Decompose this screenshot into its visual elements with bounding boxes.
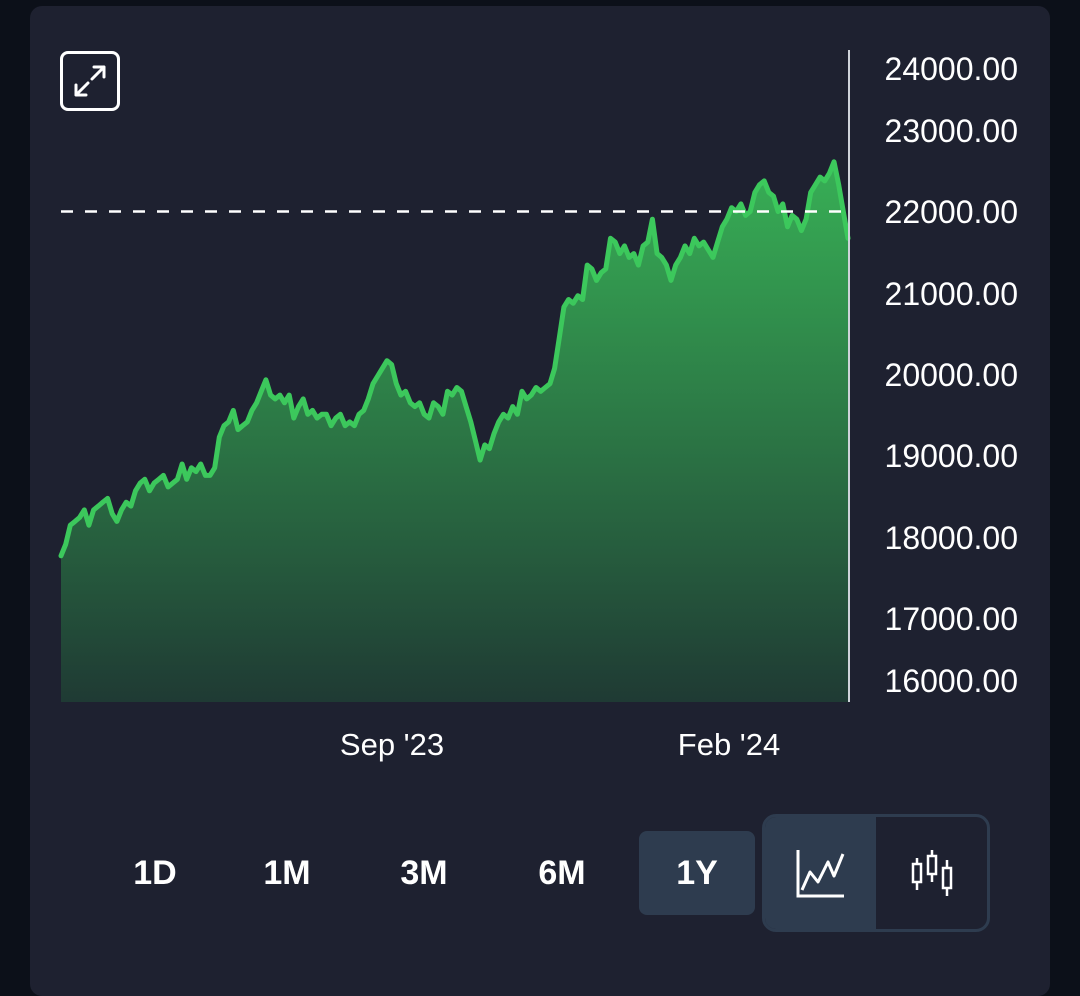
x-tick-label: Sep '23 [340, 727, 444, 762]
price-area [61, 161, 848, 703]
y-tick-label: 16000.00 [885, 663, 1018, 699]
candlestick-button[interactable] [876, 817, 987, 929]
y-tick-label: 22000.00 [885, 194, 1018, 230]
y-tick-label: 18000.00 [885, 520, 1018, 556]
y-tick-label: 23000.00 [885, 113, 1018, 149]
range-button-1y[interactable]: 1Y [639, 831, 755, 915]
expand-button[interactable] [60, 51, 120, 111]
range-button-3m[interactable]: 3M [400, 853, 448, 892]
range-button-1m[interactable]: 1M [263, 853, 311, 892]
y-axis-labels: 24000.00 23000.00 22000.00 21000.00 20000.00… [885, 51, 1018, 699]
price-line [58, 159, 851, 559]
range-button-1d[interactable]: 1D [133, 853, 177, 892]
x-tick-label: Feb '24 [678, 727, 780, 762]
y-tick-label: 24000.00 [885, 51, 1018, 87]
expand-icon [74, 65, 106, 97]
chart-type-toggle [762, 814, 990, 932]
y-tick-label: 17000.00 [885, 601, 1018, 637]
y-tick-label: 19000.00 [885, 438, 1018, 474]
line-chart-icon [796, 850, 844, 898]
candlestick-icon [911, 850, 952, 896]
y-tick-label: 20000.00 [885, 357, 1018, 393]
x-axis-labels: Sep '23 Feb '24 [340, 727, 780, 762]
line-chart-button[interactable] [765, 817, 876, 929]
y-tick-label: 21000.00 [885, 276, 1018, 312]
range-button-6m[interactable]: 6M [538, 853, 586, 892]
